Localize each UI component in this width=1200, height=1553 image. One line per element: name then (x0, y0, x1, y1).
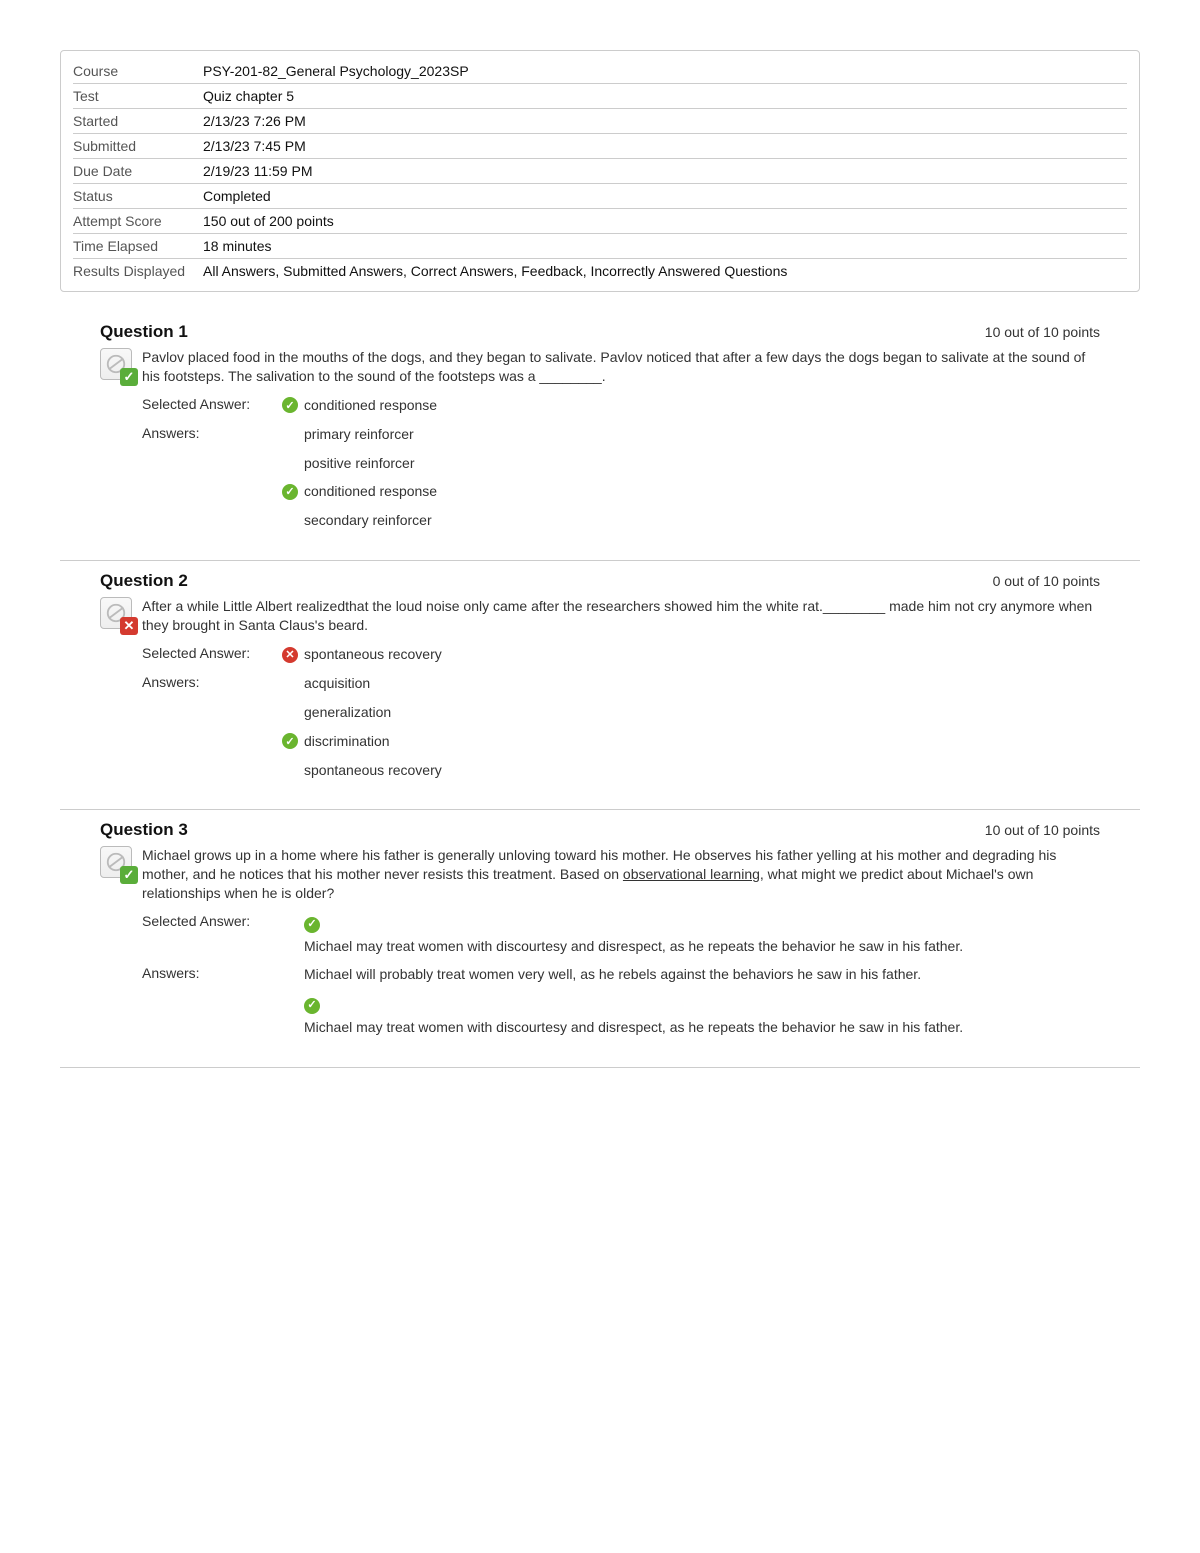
question-title: Question 1 (100, 322, 188, 342)
question-text-underline: observational learning (623, 866, 760, 882)
question-header: Question 1 10 out of 10 points (100, 322, 1100, 342)
question-text: Pavlov placed food in the mouths of the … (142, 348, 1100, 386)
selected-answer-text-content: Michael may treat women with discourtesy… (304, 938, 963, 954)
answer-option: Michael will probably treat women very w… (304, 965, 1100, 984)
check-icon: ✓ (304, 917, 320, 933)
question-points: 10 out of 10 points (985, 324, 1100, 340)
info-row: Time Elapsed 18 minutes (73, 234, 1127, 259)
answer-section: Selected Answer: ✕ spontaneous recovery … (142, 645, 1100, 779)
info-row: Test Quiz chapter 5 (73, 84, 1127, 109)
answer-option: spontaneous recovery (304, 761, 1100, 780)
answer-option: secondary reinforcer (304, 511, 1100, 530)
info-label: Attempt Score (73, 213, 203, 229)
info-label: Due Date (73, 163, 203, 179)
question-text: Michael grows up in a home where his fat… (142, 846, 1100, 903)
info-row: Due Date 2/19/23 11:59 PM (73, 159, 1127, 184)
question-block: Question 2 0 out of 10 points ✕ After a … (60, 561, 1140, 810)
info-label: Course (73, 63, 203, 79)
info-value: Quiz chapter 5 (203, 88, 1127, 104)
answer-section: Selected Answer: ✓ conditioned response … (142, 396, 1100, 530)
test-info-box: Course PSY-201-82_General Psychology_202… (60, 50, 1140, 292)
selected-answer-text: ✓ Michael may treat women with discourte… (304, 913, 1100, 955)
selected-answer-text: spontaneous recovery (304, 645, 1100, 664)
selected-answer-label: Selected Answer: (142, 913, 282, 929)
question-block: Question 1 10 out of 10 points ✓ Pavlov … (60, 312, 1140, 561)
answer-option: acquisition (304, 674, 1100, 693)
answer-option: positive reinforcer (304, 454, 1100, 473)
info-value: PSY-201-82_General Psychology_2023SP (203, 63, 1127, 79)
info-label: Started (73, 113, 203, 129)
question-header: Question 2 0 out of 10 points (100, 571, 1100, 591)
question-points: 10 out of 10 points (985, 822, 1100, 838)
check-icon: ✓ (120, 866, 138, 884)
check-icon: ✓ (120, 368, 138, 386)
question-title: Question 3 (100, 820, 188, 840)
info-label: Status (73, 188, 203, 204)
info-value: Completed (203, 188, 1127, 204)
question-status-icon: ✕ (100, 597, 136, 633)
answer-option: discrimination (304, 732, 1100, 751)
answers-label: Answers: (142, 674, 282, 690)
info-row: Started 2/13/23 7:26 PM (73, 109, 1127, 134)
info-value: 2/13/23 7:26 PM (203, 113, 1127, 129)
question-text: After a while Little Albert realizedthat… (142, 597, 1100, 635)
check-icon: ✓ (282, 484, 298, 500)
info-value: All Answers, Submitted Answers, Correct … (203, 263, 1127, 279)
info-value: 150 out of 200 points (203, 213, 1127, 229)
answer-option: primary reinforcer (304, 425, 1100, 444)
check-icon: ✓ (282, 733, 298, 749)
selected-answer-text: conditioned response (304, 396, 1100, 415)
info-value: 2/13/23 7:45 PM (203, 138, 1127, 154)
info-row: Course PSY-201-82_General Psychology_202… (73, 59, 1127, 84)
x-icon: ✕ (282, 647, 298, 663)
question-block: Question 3 10 out of 10 points ✓ Michael… (60, 810, 1140, 1067)
question-status-icon: ✓ (100, 348, 136, 384)
info-row: Results Displayed All Answers, Submitted… (73, 259, 1127, 283)
info-label: Time Elapsed (73, 238, 203, 254)
question-points: 0 out of 10 points (993, 573, 1100, 589)
answer-option: ✓ Michael may treat women with discourte… (304, 994, 1100, 1036)
answer-option-text: Michael may treat women with discourtesy… (304, 1019, 963, 1035)
answer-option: conditioned response (304, 482, 1100, 501)
info-value: 18 minutes (203, 238, 1127, 254)
question-title: Question 2 (100, 571, 188, 591)
selected-answer-label: Selected Answer: (142, 645, 282, 661)
selected-answer-label: Selected Answer: (142, 396, 282, 412)
question-header: Question 3 10 out of 10 points (100, 820, 1100, 840)
x-icon: ✕ (120, 617, 138, 635)
answer-section: Selected Answer: ✓ Michael may treat wom… (142, 913, 1100, 1037)
answer-option: generalization (304, 703, 1100, 722)
info-label: Submitted (73, 138, 203, 154)
check-icon: ✓ (282, 397, 298, 413)
info-row: Submitted 2/13/23 7:45 PM (73, 134, 1127, 159)
info-row: Attempt Score 150 out of 200 points (73, 209, 1127, 234)
info-label: Results Displayed (73, 263, 203, 279)
info-row: Status Completed (73, 184, 1127, 209)
check-icon: ✓ (304, 998, 320, 1014)
answers-label: Answers: (142, 425, 282, 441)
info-value: 2/19/23 11:59 PM (203, 163, 1127, 179)
question-status-icon: ✓ (100, 846, 136, 882)
answers-label: Answers: (142, 965, 282, 981)
info-label: Test (73, 88, 203, 104)
